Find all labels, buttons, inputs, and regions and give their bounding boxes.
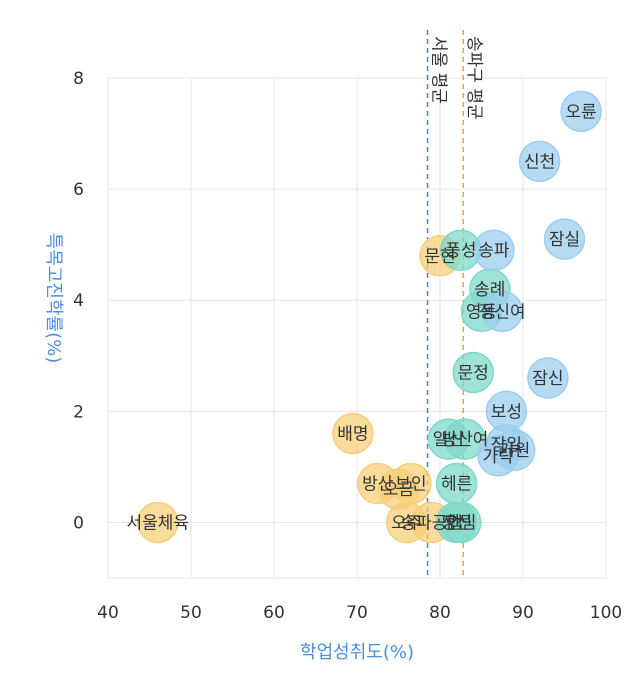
data-point [444,418,486,460]
data-point-label: 풍성 [445,241,476,261]
x-axis-title: 학업성취도(%) [300,642,414,663]
data-point-label: 가락 [482,447,514,467]
data-point-label: 송파공업 [400,513,463,533]
data-point [560,90,602,133]
data-point-label: 배명 [337,425,368,445]
data-point-label: 신천 [524,152,555,172]
data-point-label: 오금 [383,480,414,500]
data-point [452,351,494,394]
data-point-label: 방산여 [441,430,488,450]
x-tick-label: 80 [429,603,451,623]
y-tick-label: 0 [73,513,84,533]
data-point-label: 보성 [491,402,522,422]
x-tick-label: 70 [346,603,368,623]
y-tick-label: 6 [73,180,84,200]
data-point-label: 영동 [466,302,497,322]
y-tick-label: 4 [73,291,84,311]
data-point-label: 잠실 [549,230,580,250]
data-point-label: 방산 [362,475,394,495]
data-point-label: 정신 [441,513,472,533]
data-point [543,218,586,260]
data-point [137,501,179,544]
data-point-label: 문현 [424,247,455,267]
data-point-label: 거원 [499,441,530,461]
x-tick-label: 90 [512,603,534,623]
y-tick-label: 8 [73,69,84,89]
data-point [481,290,523,333]
data-point [527,357,569,399]
data-point [493,429,536,471]
reference-line-label: 서울 평균 [429,36,449,104]
data-point-label: 송파 [478,241,510,261]
data-point-label: 문정 [458,363,489,383]
data-point-label: 오주 [391,513,422,533]
data-points [137,90,602,544]
data-point-label: 보인 [395,475,426,495]
x-tick-label: 50 [180,603,202,623]
reference-line-label: 송파구 평균 [464,36,484,120]
data-point [473,229,515,271]
data-point-label: 정신여 [479,302,526,322]
axis-ticks: 40 50 60 70 80 90 100 0 2 4 6 8 [73,69,622,623]
data-point [332,412,374,455]
y-tick-label: 2 [73,402,84,422]
y-axis-title: 특목고진학률(%) [43,233,64,364]
x-tick-label: 100 [590,603,622,623]
data-point-label: 일신 [433,430,464,450]
grid [107,77,607,579]
data-point-label: 서울체육 [127,513,190,533]
data-point-label: 오륜 [565,102,596,122]
data-point-label: 송례 [474,280,505,300]
data-point-label: 한림 [445,513,476,533]
data-point-label: 잠일 [491,436,522,456]
data-point [518,140,561,183]
data-point-label: 헤른 [441,475,472,495]
data-point-label: 잠신 [532,369,563,389]
x-tick-label: 40 [97,603,119,623]
x-tick-label: 60 [263,603,285,623]
data-point [440,501,482,544]
